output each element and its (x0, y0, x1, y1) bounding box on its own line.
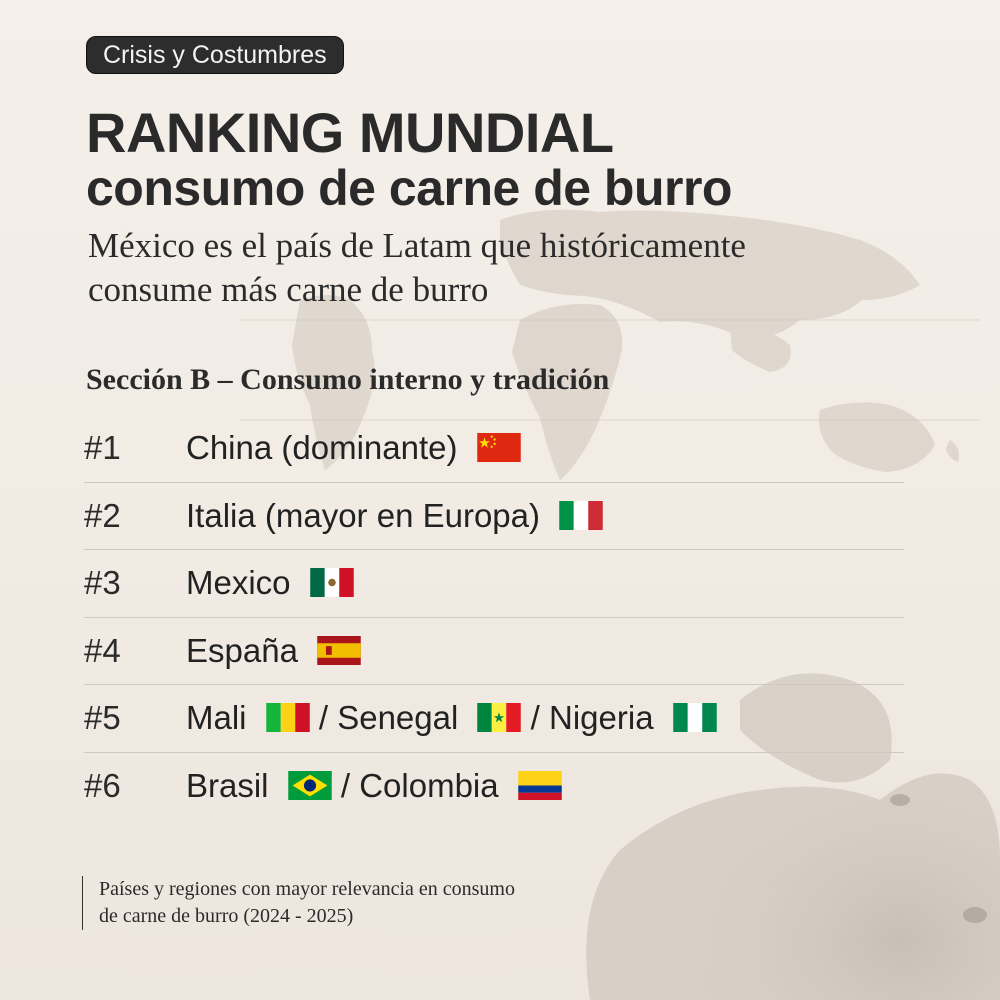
mali-flag-icon (265, 703, 310, 732)
country-name: Nigeria (549, 699, 654, 736)
rank-countries: China (dominante) (186, 429, 521, 467)
category-tag: Crisis y Costumbres (86, 36, 344, 74)
ranking-row: #5 Mali / Senegal / Nigeria (84, 685, 904, 753)
section-heading: Sección B – Consumo interno y tradición (86, 363, 610, 396)
rank-number: #1 (84, 429, 121, 466)
subtitle-line: México es el país de Latam que histórica… (88, 226, 746, 265)
footnote: Países y regiones con mayor relevancia e… (82, 876, 659, 930)
page-title-line2: consumo de carne de burro (86, 160, 732, 216)
rank-number: #5 (84, 699, 121, 736)
subtitle-line: consume más carne de burro (88, 270, 489, 309)
mexico-flag-icon (309, 568, 354, 597)
footnote-line: de carne de burro (2024 - 2025) (99, 905, 354, 927)
colombia-flag-icon (518, 770, 562, 800)
rank-countries: España (186, 632, 361, 670)
rank-number: #6 (84, 766, 121, 804)
ranking-list: #1 China (dominante) #2 Italia (mayor en… (84, 415, 904, 820)
country-name: Mali (186, 699, 247, 736)
spain-flag-icon (317, 635, 361, 665)
ranking-row: #3 Mexico (84, 550, 904, 618)
rank-number: #2 (84, 496, 121, 534)
rank-countries: Brasil / Colombia (186, 767, 562, 805)
china-flag-icon (476, 433, 521, 462)
rank-number: #4 (84, 631, 121, 669)
senegal-flag-icon (477, 703, 522, 732)
rank-number: #3 (84, 564, 121, 601)
ranking-row: #2 Italia (mayor en Europa) (84, 483, 904, 550)
italy-flag-icon (559, 500, 603, 530)
rank-countries: Mali / Senegal / Nigeria (186, 699, 717, 737)
country-name: España (186, 631, 298, 669)
country-name: Mexico (186, 564, 291, 601)
separator: / (318, 699, 338, 736)
subtitle: México es el país de Latam que histórica… (88, 224, 888, 312)
rank-countries: Mexico (186, 564, 354, 602)
country-name: China (dominante) (186, 429, 458, 466)
ranking-row: #4 España (84, 618, 904, 685)
ranking-row: #1 China (dominante) (84, 415, 904, 483)
rank-countries: Italia (mayor en Europa) (186, 497, 603, 535)
country-name: Italia (mayor en Europa) (186, 496, 540, 534)
ranking-row: #6 Brasil / Colombia (84, 753, 904, 821)
separator: / (340, 766, 360, 804)
page-title: RANKING MUNDIAL (86, 101, 614, 164)
footnote-line: Países y regiones con mayor relevancia e… (99, 878, 515, 900)
nigeria-flag-icon (672, 703, 717, 732)
separator: / (530, 699, 549, 736)
country-name: Colombia (359, 766, 499, 804)
brazil-flag-icon (287, 770, 332, 800)
country-name: Senegal (337, 699, 459, 736)
country-name: Brasil (186, 766, 269, 804)
